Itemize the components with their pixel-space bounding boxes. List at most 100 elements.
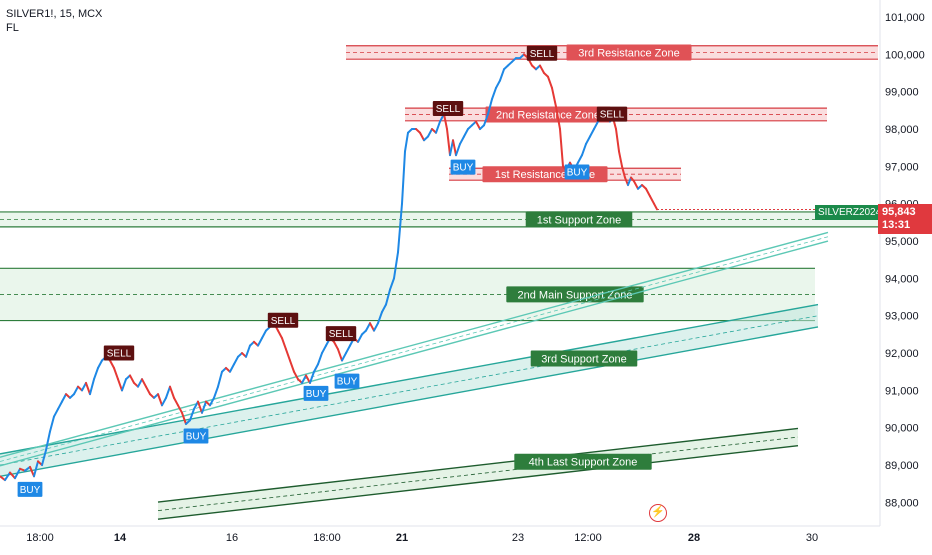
zone-label: 2nd Resistance Zone <box>496 109 600 121</box>
buy-signal-bg <box>334 373 360 389</box>
price-segment <box>81 381 87 392</box>
price-segment <box>337 348 343 362</box>
y-tick-label: 99,000 <box>885 87 919 99</box>
channel-midline <box>0 236 829 462</box>
price-segment <box>189 408 195 422</box>
zone-label-bg <box>566 44 692 61</box>
price-segment <box>57 400 63 411</box>
zone-label-group: 2nd Resistance Zone <box>485 106 611 123</box>
zone-label: 1st Support Zone <box>537 214 621 226</box>
bar-countdown: 13:31 <box>882 219 911 231</box>
price-segment <box>0 475 6 482</box>
price-segment <box>109 359 115 369</box>
channel-edge <box>0 303 819 455</box>
price-segment <box>4 471 11 482</box>
price-segment <box>581 142 587 157</box>
indicator-label[interactable]: FL <box>6 22 19 34</box>
price-segment <box>165 385 171 399</box>
x-tick-label: 18:00 <box>313 532 341 544</box>
price-segment <box>459 135 465 145</box>
price-segment <box>89 378 95 396</box>
y-tick-label: 89,000 <box>885 460 919 472</box>
price-segment <box>435 120 441 134</box>
buy-signal-bg <box>183 428 209 444</box>
price-segment <box>309 370 315 384</box>
sell-signal-bg <box>596 106 628 122</box>
price-segment <box>373 322 379 332</box>
price-segment <box>393 251 399 280</box>
price-segment <box>365 322 371 332</box>
price-segment <box>593 120 599 131</box>
price-segment <box>121 378 127 392</box>
zone-label-group: 2nd Main Support Zone <box>506 286 644 303</box>
price-segment <box>475 120 481 131</box>
price-segment <box>427 128 433 138</box>
price-segment <box>229 363 235 373</box>
price-segment <box>129 374 135 384</box>
price-segment <box>443 113 448 131</box>
price-segment <box>245 344 251 358</box>
channel-label-bg <box>530 350 638 367</box>
price-segment <box>201 400 207 414</box>
y-tick-label: 88,000 <box>885 497 919 509</box>
price-segment <box>452 139 457 157</box>
sell-signal-group: SELL <box>526 45 558 61</box>
sell-signal-bg <box>526 45 558 61</box>
channel-edge <box>157 427 799 503</box>
price-segment <box>555 105 561 131</box>
price-segment <box>261 329 267 340</box>
buy-signal: BUY <box>20 485 41 496</box>
symbol-title[interactable]: SILVER1!, 15, MCX <box>6 8 103 20</box>
price-segment <box>645 187 651 198</box>
sell-signal: SELL <box>600 110 625 121</box>
zone-label-bg <box>506 286 644 303</box>
zone-label-bg <box>485 106 611 123</box>
y-tick-label: 100,000 <box>885 49 925 61</box>
sell-signal-bg <box>432 100 464 116</box>
price-segment <box>577 154 583 164</box>
price-segment <box>277 329 283 340</box>
buy-signal-group: BUY <box>334 373 360 389</box>
price-segment <box>621 165 626 179</box>
price-segment <box>197 400 203 414</box>
zone-label: 3rd Resistance Zone <box>578 47 680 59</box>
sell-signal-group: SELL <box>103 345 135 361</box>
price-segment <box>551 86 557 108</box>
buy-signal-bg <box>564 164 590 180</box>
sell-signal-bg <box>267 312 299 328</box>
price-segment <box>29 465 35 478</box>
price-segment <box>33 460 39 478</box>
channel-edge <box>157 444 799 520</box>
price-segment <box>137 378 143 388</box>
price-segment <box>93 366 99 381</box>
channel-label-group: 4th Last Support Zone <box>514 453 652 470</box>
y-tick-label: 92,000 <box>885 348 919 360</box>
flash-icon[interactable]: ⚡ <box>649 504 667 522</box>
price-segment <box>487 98 493 116</box>
zone-label: 2nd Main Support Zone <box>518 289 633 301</box>
buy-signal-group: BUY <box>303 385 329 401</box>
price-segment <box>41 449 47 467</box>
price-segment <box>169 385 175 399</box>
x-tick-label: 23 <box>512 532 524 544</box>
price-segment <box>483 113 489 127</box>
price-segment <box>401 150 406 205</box>
sell-signal-group: SELL <box>325 326 357 342</box>
price-segment <box>321 344 327 355</box>
price-segment <box>233 355 239 366</box>
x-tick-label: 28 <box>688 532 700 544</box>
x-tick-label: 21 <box>396 532 408 544</box>
y-tick-label: 90,000 <box>885 423 919 435</box>
y-tick-label: 101,000 <box>885 12 925 24</box>
buy-signal-bg <box>450 159 476 175</box>
buy-signal: BUY <box>337 377 358 388</box>
price-segment <box>157 393 163 407</box>
sell-signal: SELL <box>107 349 132 360</box>
price-segment <box>285 348 291 362</box>
price-segment <box>305 374 311 384</box>
zone-band <box>0 211 878 227</box>
y-tick-label: 91,000 <box>885 385 919 397</box>
price-segment <box>217 370 223 388</box>
